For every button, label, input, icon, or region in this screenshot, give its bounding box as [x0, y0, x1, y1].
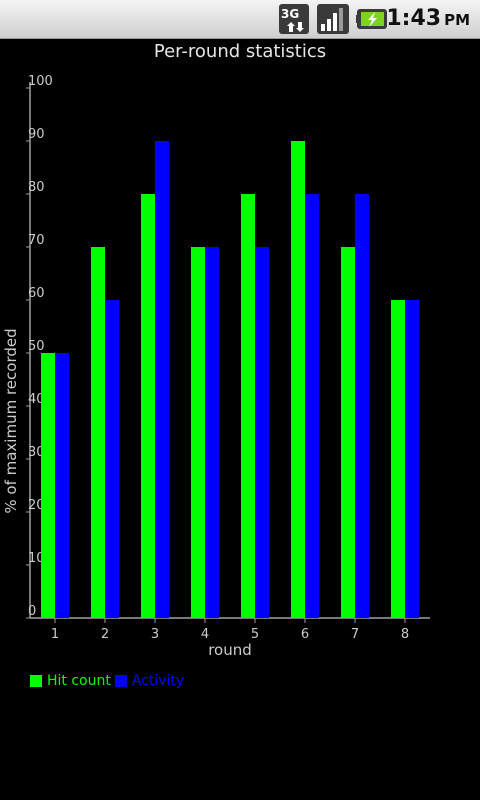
- bar-activity-round-2: [105, 300, 119, 618]
- y-tick-label: 100: [28, 74, 53, 89]
- bar-activity-round-3: [155, 141, 169, 618]
- y-tick-label: 0: [28, 604, 36, 619]
- y-tick-label: 10: [28, 551, 45, 566]
- x-tick-label: 2: [101, 627, 109, 642]
- y-tick-label: 60: [28, 286, 45, 301]
- x-tick-label: 4: [201, 627, 209, 642]
- legend-item-hit-count: Hit count: [30, 673, 111, 689]
- y-tick-label: 80: [28, 180, 45, 195]
- bar-hit-count-round-8: [391, 300, 405, 618]
- svg-text:3G: 3G: [281, 7, 299, 21]
- status-clock: 1:43 PM: [386, 6, 470, 31]
- bar-hit-count-round-2: [91, 247, 105, 618]
- bar-activity-round-4: [205, 247, 219, 618]
- bar-hit-count-round-6: [291, 141, 305, 618]
- y-tick-label: 90: [28, 127, 45, 142]
- x-tick-label: 8: [401, 627, 409, 642]
- bar-hit-count-round-1: [41, 353, 55, 618]
- x-tick-label: 6: [301, 627, 309, 642]
- y-tick-label: 50: [28, 339, 45, 354]
- legend-swatch-activity: [114, 675, 127, 687]
- bar-hit-count-round-5: [241, 194, 255, 618]
- legend-label-hit-count: Hit count: [47, 673, 111, 689]
- bar-activity-round-6: [305, 194, 319, 618]
- x-tick-label: 3: [151, 627, 159, 642]
- chart-legend: Hit count Activity: [30, 673, 188, 689]
- x-tick-label: 1: [51, 627, 59, 642]
- bar-activity-round-5: [255, 247, 269, 618]
- x-axis-title: round: [208, 641, 252, 659]
- clock-time: 1:43: [386, 6, 442, 31]
- chart-title: Per-round statistics: [153, 41, 327, 62]
- y-axis-title: % of maximum recorded: [2, 328, 20, 513]
- y-tick-label: 40: [28, 392, 45, 407]
- x-tick-label: 7: [351, 627, 359, 642]
- legend-item-activity: Activity: [114, 673, 185, 689]
- x-tick-label: 5: [251, 627, 259, 642]
- 3g-data-icon: 3G: [279, 4, 309, 34]
- bar-hit-count-round-4: [191, 247, 205, 618]
- bar-activity-round-1: [55, 353, 69, 618]
- y-tick-label: 20: [28, 498, 45, 513]
- bar-chart: 0 10 20 30 40 50 60 70 80 90 100 1 2 3 4 5 6 7 8 round % of …: [2, 74, 430, 659]
- legend-label-activity: Activity: [131, 673, 185, 689]
- status-bar: 3G 1:43 PM: [0, 0, 480, 39]
- y-tick-label: 30: [28, 445, 45, 460]
- signal-strength-icon: [317, 4, 349, 34]
- legend-swatch-hit-count: [30, 675, 42, 687]
- bar-activity-round-7: [355, 194, 369, 618]
- bar-hit-count-round-7: [341, 247, 355, 618]
- y-tick-label: 70: [28, 233, 45, 248]
- clock-ampm: PM: [444, 11, 470, 29]
- bar-activity-round-8: [405, 300, 419, 618]
- bar-hit-count-round-3: [141, 194, 155, 618]
- battery-charging-icon: [356, 9, 387, 29]
